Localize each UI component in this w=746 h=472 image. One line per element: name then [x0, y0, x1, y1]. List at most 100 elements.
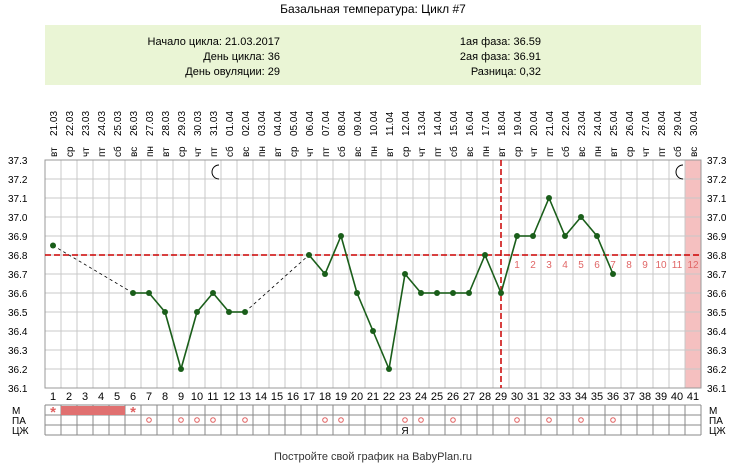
temp-point [178, 366, 184, 372]
day-number-label: 18 [319, 391, 331, 403]
y-tick-label-right: 36.3 [707, 346, 727, 357]
date-label: 06.04 [305, 111, 316, 136]
date-label: 23.04 [577, 111, 588, 136]
y-tick-label-right: 37.2 [707, 175, 727, 186]
temp-point [466, 290, 472, 296]
luteal-day-label: 5 [578, 260, 584, 271]
temp-gap-line [244, 254, 310, 313]
temp-point [562, 233, 568, 239]
weekday-label: чт [529, 147, 540, 157]
info-cycle-start: Начало цикла: 21.03.2017 [147, 36, 280, 48]
date-label: 14.04 [433, 111, 444, 136]
weekday-label: вт [49, 147, 60, 157]
weekday-label: чт [305, 147, 316, 157]
temp-point [354, 290, 360, 296]
date-label: 04.04 [273, 111, 284, 136]
temp-line [404, 273, 422, 294]
date-label: 21.03 [49, 111, 60, 136]
y-tick-label-left: 36.5 [8, 308, 28, 319]
weekday-label: чт [641, 147, 652, 157]
weekday-label: вт [385, 147, 396, 157]
day-number-label: 9 [178, 391, 184, 403]
temp-line [484, 254, 502, 294]
y-tick-label-right: 37.0 [707, 213, 727, 224]
weekday-label: вс [465, 147, 476, 157]
pa-mark [146, 417, 152, 423]
footer-link[interactable]: Постройте свой график на BabyPlan.ru [273, 451, 473, 463]
temp-line [580, 216, 598, 237]
date-label: 19.04 [513, 111, 524, 136]
y-tick-label-left: 37.0 [8, 213, 28, 224]
y-tick-label-right: 37.1 [707, 194, 727, 205]
date-label: 27.03 [145, 111, 156, 136]
info-difference: Разница: 0,32 [470, 66, 541, 78]
weekday-label: ср [401, 146, 412, 157]
day-number-label: 35 [591, 391, 603, 403]
pa-mark [178, 417, 184, 423]
day-number-label: 39 [655, 391, 667, 403]
pa-mark [514, 417, 520, 423]
date-label: 18.04 [497, 111, 508, 136]
day-number-label: 11 [207, 391, 218, 403]
luteal-day-label: 4 [562, 260, 568, 271]
luteal-day-label: 9 [642, 260, 648, 271]
date-label: 24.03 [97, 111, 108, 136]
weekday-label: чт [81, 147, 92, 157]
temp-line [356, 292, 374, 332]
day-number-label: 17 [303, 391, 315, 403]
luteal-day-label: 11 [672, 260, 683, 271]
weekday-label: сб [448, 146, 460, 157]
weekday-label: ср [289, 146, 300, 157]
bbt-chart: 36.1 36.1 36.2 36.2 36.3 36.3 36.4 36.4 36.5 36.5… [8, 111, 727, 437]
temp-point [530, 233, 536, 239]
weekday-label: вс [577, 147, 588, 157]
weekday-label: сб [224, 146, 236, 157]
pa-mark [210, 417, 216, 423]
weekday-label: вт [161, 147, 172, 157]
temp-line [324, 235, 342, 275]
date-label: 25.04 [609, 111, 620, 136]
date-label: 29.04 [673, 111, 684, 136]
day-number-label: 20 [351, 391, 363, 403]
temp-line [548, 197, 566, 237]
weekday-label: вт [609, 147, 620, 157]
day-number-label: 31 [527, 391, 539, 403]
weekday-label: сб [672, 146, 684, 157]
weekday-label: пт [433, 147, 444, 157]
day-number-label: 40 [671, 391, 683, 403]
temp-point [418, 290, 424, 296]
weekday-label: пн [481, 146, 492, 157]
pa-mark [610, 417, 616, 423]
day-number-label: 41 [687, 391, 699, 403]
day-number-label: 8 [162, 391, 168, 403]
temp-point [546, 195, 552, 201]
day-number-label: 1 [50, 391, 56, 403]
temp-point [130, 290, 136, 296]
day-number-label: 36 [607, 391, 619, 403]
y-tick-label-left: 36.3 [8, 346, 28, 357]
y-tick-label-left: 37.2 [8, 175, 28, 186]
weekday-label: пн [145, 146, 156, 157]
y-tick-label-left: 36.7 [8, 270, 28, 281]
menses-star: * [130, 404, 136, 421]
day-number-label: 3 [82, 391, 88, 403]
row-label-left: ПА [12, 416, 26, 427]
temp-point [402, 271, 408, 277]
row-label-right: М [709, 406, 717, 417]
weekday-label: пт [97, 147, 108, 157]
temp-point [210, 290, 216, 296]
date-label: 28.04 [657, 111, 668, 136]
y-tick-label-left: 36.1 [8, 384, 28, 395]
temp-line [212, 292, 230, 313]
luteal-day-label: 8 [626, 260, 632, 271]
day-number-label: 13 [239, 391, 251, 403]
day-number-label: 38 [639, 391, 651, 403]
plot-border [44, 159, 702, 389]
date-label: 13.04 [417, 111, 428, 136]
weekday-label: пт [545, 147, 556, 157]
row-label-right: ЦЖ [709, 426, 726, 437]
date-label: 05.04 [289, 111, 300, 136]
moon-icon [211, 164, 220, 180]
pa-mark [338, 417, 344, 423]
y-tick-label-right: 37.3 [707, 156, 727, 167]
